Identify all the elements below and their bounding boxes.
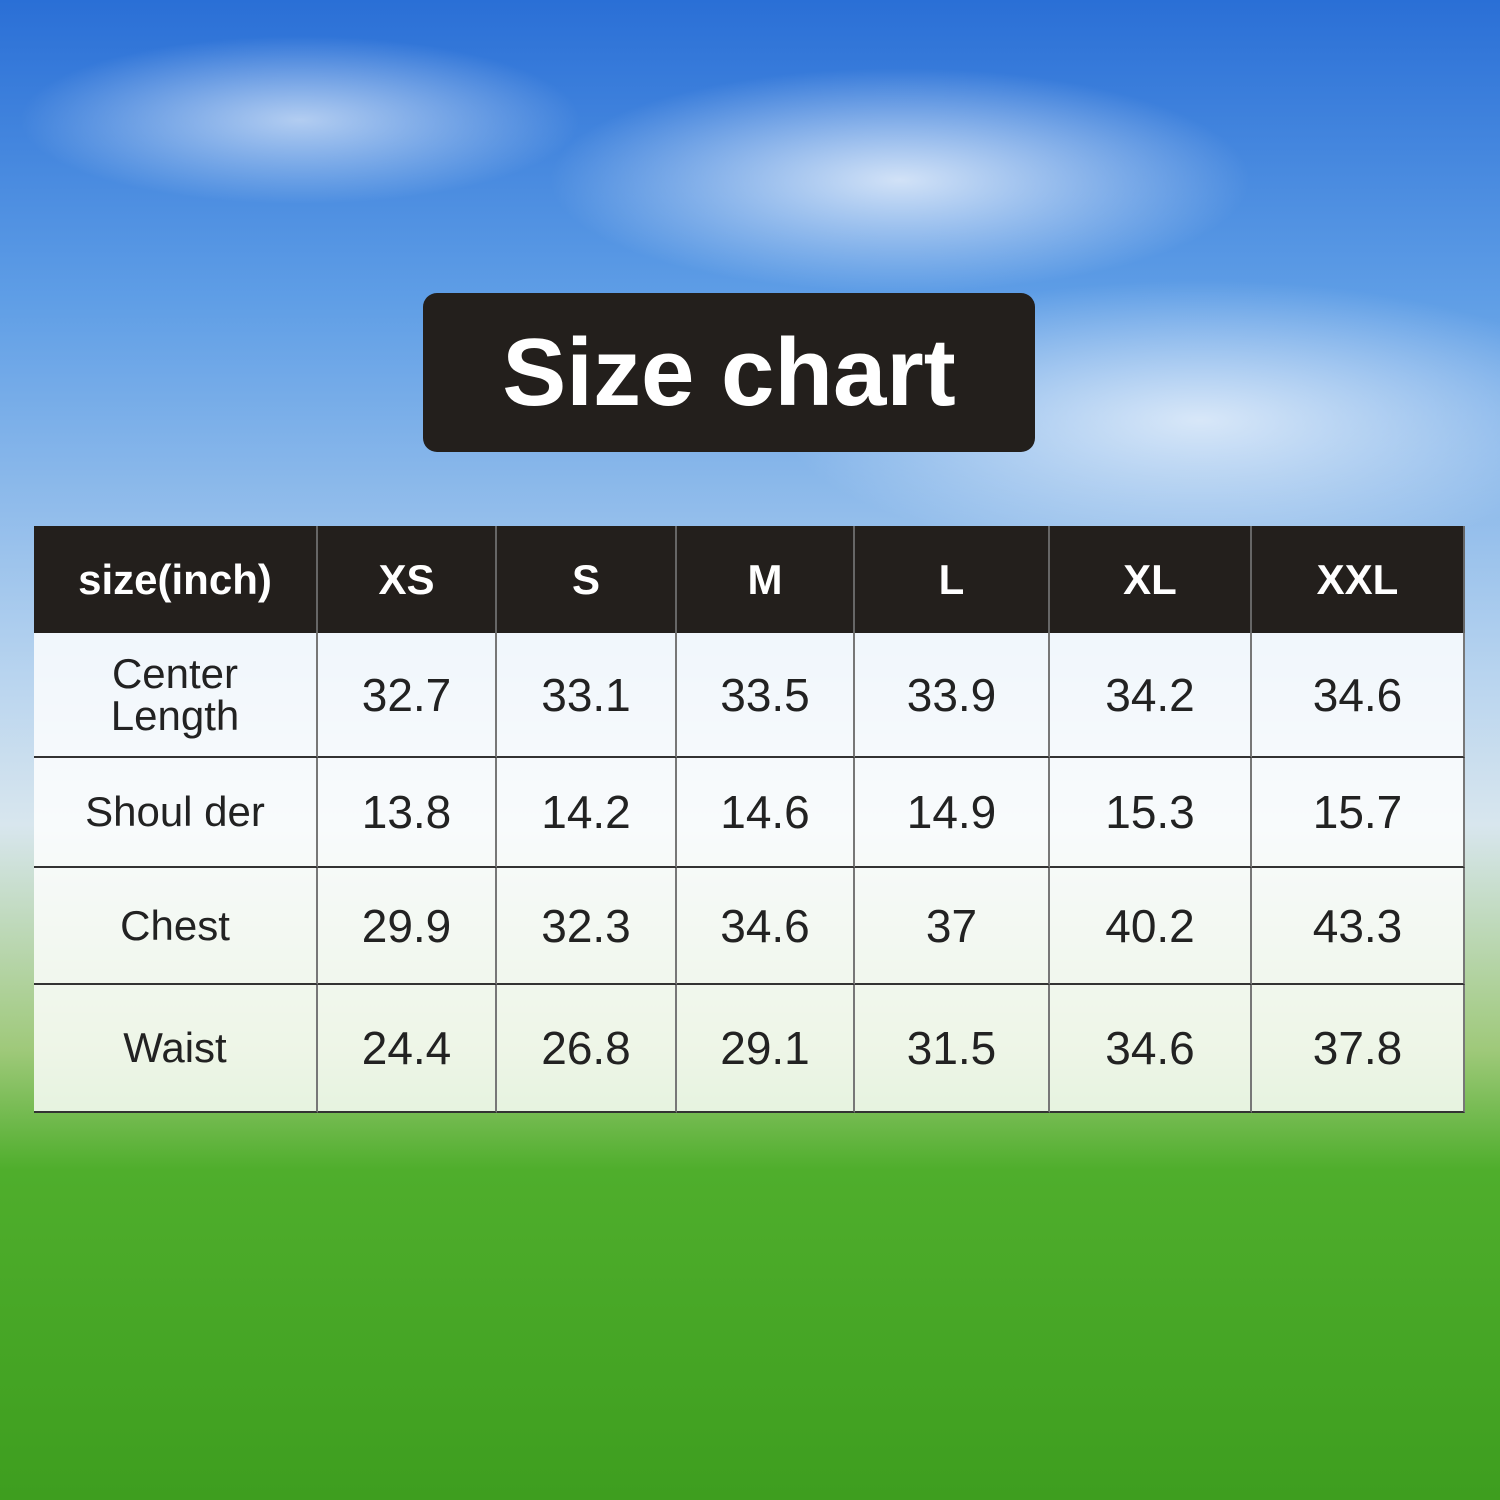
title: Size chart xyxy=(423,293,1035,452)
header-cell: size(inch) xyxy=(34,526,318,633)
table-cell: 32.3 xyxy=(497,868,677,985)
table-cell: 40.2 xyxy=(1050,868,1252,985)
header-cell: XS xyxy=(318,526,497,633)
table-cell: 29.9 xyxy=(318,868,497,985)
table-cell: 33.9 xyxy=(855,633,1050,758)
row-label: Chest xyxy=(34,868,318,985)
header-cell: S xyxy=(497,526,677,633)
table-cell: 37 xyxy=(855,868,1050,985)
table-cell: 15.7 xyxy=(1252,758,1465,868)
table-cell: 33.1 xyxy=(497,633,677,758)
table-cell: 13.8 xyxy=(318,758,497,868)
table-cell: 34.6 xyxy=(1252,633,1465,758)
table-cell: 43.3 xyxy=(1252,868,1465,985)
table-cell: 14.2 xyxy=(497,758,677,868)
table-cell: 31.5 xyxy=(855,985,1050,1113)
header-cell: L xyxy=(855,526,1050,633)
table-cell: 14.9 xyxy=(855,758,1050,868)
table-cell: 24.4 xyxy=(318,985,497,1113)
table-cell: 15.3 xyxy=(1050,758,1252,868)
table-cell: 26.8 xyxy=(497,985,677,1113)
table-cell: 29.1 xyxy=(677,985,855,1113)
table-cell: 37.8 xyxy=(1252,985,1465,1113)
row-label: Shoul der xyxy=(34,758,318,868)
table-cell: 34.6 xyxy=(1050,985,1252,1113)
row-label: Center Length xyxy=(34,633,318,758)
table-cell: 32.7 xyxy=(318,633,497,758)
table-cell: 14.6 xyxy=(677,758,855,868)
header-cell: XXL xyxy=(1252,526,1465,633)
table-cell: 34.2 xyxy=(1050,633,1252,758)
table-cell: 34.6 xyxy=(677,868,855,985)
table-cell: 33.5 xyxy=(677,633,855,758)
header-cell: XL xyxy=(1050,526,1252,633)
header-cell: M xyxy=(677,526,855,633)
row-label: Waist xyxy=(34,985,318,1113)
